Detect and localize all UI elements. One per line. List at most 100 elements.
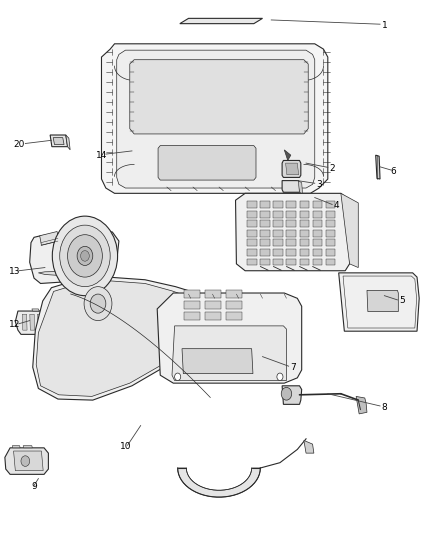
Polygon shape	[247, 201, 257, 208]
Polygon shape	[367, 290, 398, 312]
Polygon shape	[286, 211, 296, 217]
Polygon shape	[247, 211, 257, 217]
Polygon shape	[273, 201, 283, 208]
Polygon shape	[273, 230, 283, 237]
Polygon shape	[376, 155, 380, 179]
Text: 1: 1	[381, 21, 387, 30]
Polygon shape	[286, 201, 296, 208]
Polygon shape	[286, 249, 296, 256]
Polygon shape	[286, 220, 296, 227]
Polygon shape	[247, 239, 257, 246]
Polygon shape	[184, 290, 200, 298]
Polygon shape	[157, 293, 302, 383]
Polygon shape	[172, 326, 286, 381]
Polygon shape	[298, 181, 303, 194]
Polygon shape	[325, 220, 335, 227]
Polygon shape	[50, 135, 67, 147]
Polygon shape	[300, 259, 309, 265]
Polygon shape	[325, 230, 335, 237]
Polygon shape	[325, 259, 335, 265]
Text: 14: 14	[96, 151, 107, 160]
Polygon shape	[313, 239, 322, 246]
Polygon shape	[45, 314, 49, 330]
Polygon shape	[226, 290, 242, 298]
Polygon shape	[313, 230, 322, 237]
Text: 3: 3	[316, 180, 322, 189]
Polygon shape	[30, 229, 119, 284]
Text: 9: 9	[31, 482, 37, 491]
Polygon shape	[313, 220, 322, 227]
Polygon shape	[286, 163, 299, 175]
Polygon shape	[273, 220, 283, 227]
Polygon shape	[282, 181, 300, 192]
Polygon shape	[300, 249, 309, 256]
Circle shape	[60, 225, 110, 287]
Polygon shape	[286, 239, 296, 246]
Polygon shape	[260, 211, 270, 217]
Polygon shape	[300, 220, 309, 227]
Polygon shape	[30, 314, 35, 330]
Polygon shape	[180, 18, 262, 23]
Polygon shape	[341, 193, 358, 268]
Polygon shape	[205, 301, 221, 309]
Text: 20: 20	[13, 140, 25, 149]
Polygon shape	[282, 160, 301, 177]
Polygon shape	[273, 211, 283, 217]
Circle shape	[90, 294, 106, 313]
Polygon shape	[247, 220, 257, 227]
Polygon shape	[286, 230, 296, 237]
Circle shape	[281, 387, 292, 400]
Polygon shape	[273, 259, 283, 265]
Text: 2: 2	[329, 164, 335, 173]
Circle shape	[81, 251, 89, 261]
Polygon shape	[325, 239, 335, 246]
Polygon shape	[313, 201, 322, 208]
Polygon shape	[178, 468, 260, 497]
Circle shape	[175, 373, 181, 381]
Polygon shape	[325, 249, 335, 256]
Polygon shape	[205, 312, 221, 319]
Text: 13: 13	[9, 268, 20, 276]
Polygon shape	[260, 220, 270, 227]
Polygon shape	[247, 230, 257, 237]
Polygon shape	[130, 60, 308, 134]
Polygon shape	[313, 211, 322, 217]
Polygon shape	[33, 277, 205, 400]
Text: 5: 5	[399, 296, 405, 305]
Polygon shape	[282, 386, 302, 405]
Polygon shape	[304, 440, 314, 453]
Polygon shape	[32, 309, 39, 311]
Polygon shape	[260, 201, 270, 208]
Polygon shape	[247, 259, 257, 265]
Polygon shape	[158, 146, 256, 180]
Polygon shape	[273, 249, 283, 256]
Polygon shape	[284, 150, 291, 160]
Polygon shape	[339, 273, 419, 331]
Polygon shape	[260, 249, 270, 256]
Circle shape	[84, 287, 112, 320]
Polygon shape	[36, 281, 197, 397]
Text: 4: 4	[334, 201, 339, 210]
Circle shape	[77, 246, 93, 265]
Text: 12: 12	[9, 320, 20, 329]
Polygon shape	[37, 314, 42, 330]
Text: 7: 7	[290, 363, 296, 372]
Polygon shape	[286, 259, 296, 265]
Polygon shape	[260, 259, 270, 265]
Circle shape	[277, 373, 283, 381]
Circle shape	[21, 456, 30, 466]
Polygon shape	[313, 249, 322, 256]
Polygon shape	[260, 230, 270, 237]
Polygon shape	[39, 271, 106, 278]
Polygon shape	[12, 446, 20, 448]
Polygon shape	[273, 239, 283, 246]
Polygon shape	[22, 314, 27, 330]
Polygon shape	[300, 230, 309, 237]
Polygon shape	[117, 50, 315, 188]
Polygon shape	[226, 312, 242, 319]
Text: 8: 8	[381, 402, 387, 411]
Polygon shape	[325, 211, 335, 217]
Text: 6: 6	[390, 166, 396, 175]
Polygon shape	[226, 301, 242, 309]
Polygon shape	[313, 259, 322, 265]
